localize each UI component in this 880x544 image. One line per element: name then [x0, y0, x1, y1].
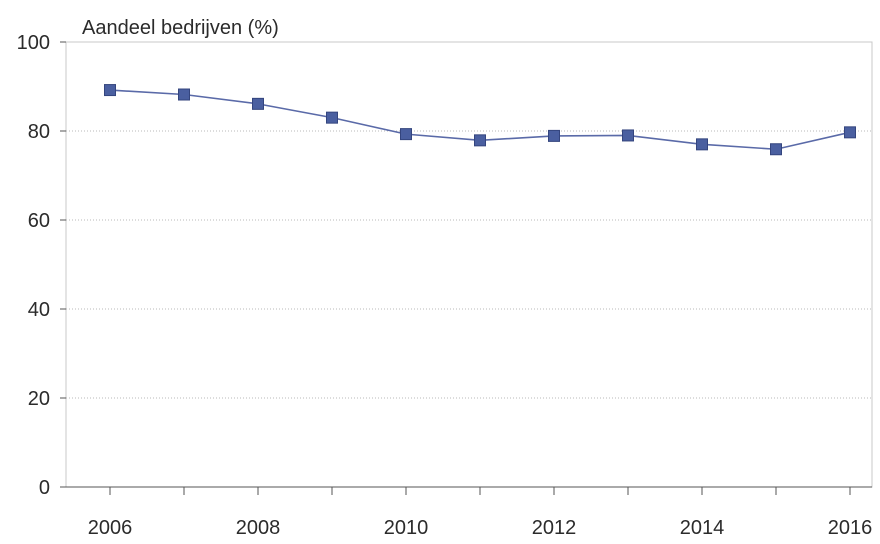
y-tick-label: 0 [39, 477, 50, 499]
x-tick-label: 2006 [88, 517, 133, 539]
data-point-2012 [548, 129, 560, 142]
data-point-2014 [696, 138, 708, 151]
y-tick-label: 60 [28, 210, 50, 232]
y-axis-label: Aandeel bedrijven (%) [82, 17, 279, 39]
x-tick-label: 2014 [680, 517, 725, 539]
data-points [104, 84, 856, 156]
data-point-2006 [104, 84, 116, 97]
data-point-2007 [178, 88, 190, 101]
data-point-2010 [400, 128, 412, 141]
y-axis: 0 20 40 60 80 100 [17, 32, 66, 499]
plot-area-frame [65, 41, 873, 488]
x-tick-label: 2016 [828, 517, 873, 539]
data-point-2008 [252, 97, 264, 110]
y-tick-label: 20 [28, 388, 50, 410]
data-point-2011 [474, 134, 486, 147]
y-tick-label: 100 [17, 32, 50, 54]
x-axis: 2006 2008 2010 2012 2014 2016 [66, 486, 873, 539]
data-point-2016 [844, 126, 856, 139]
data-point-2009 [326, 111, 338, 124]
x-tick-label: 2012 [532, 517, 577, 539]
gridlines [66, 130, 872, 399]
y-tick-label: 80 [28, 121, 50, 143]
x-tick-label: 2008 [236, 517, 281, 539]
data-point-2015 [770, 143, 782, 156]
data-point-2013 [622, 129, 634, 142]
y-tick-label: 40 [28, 299, 50, 321]
x-tick-label: 2010 [384, 517, 429, 539]
